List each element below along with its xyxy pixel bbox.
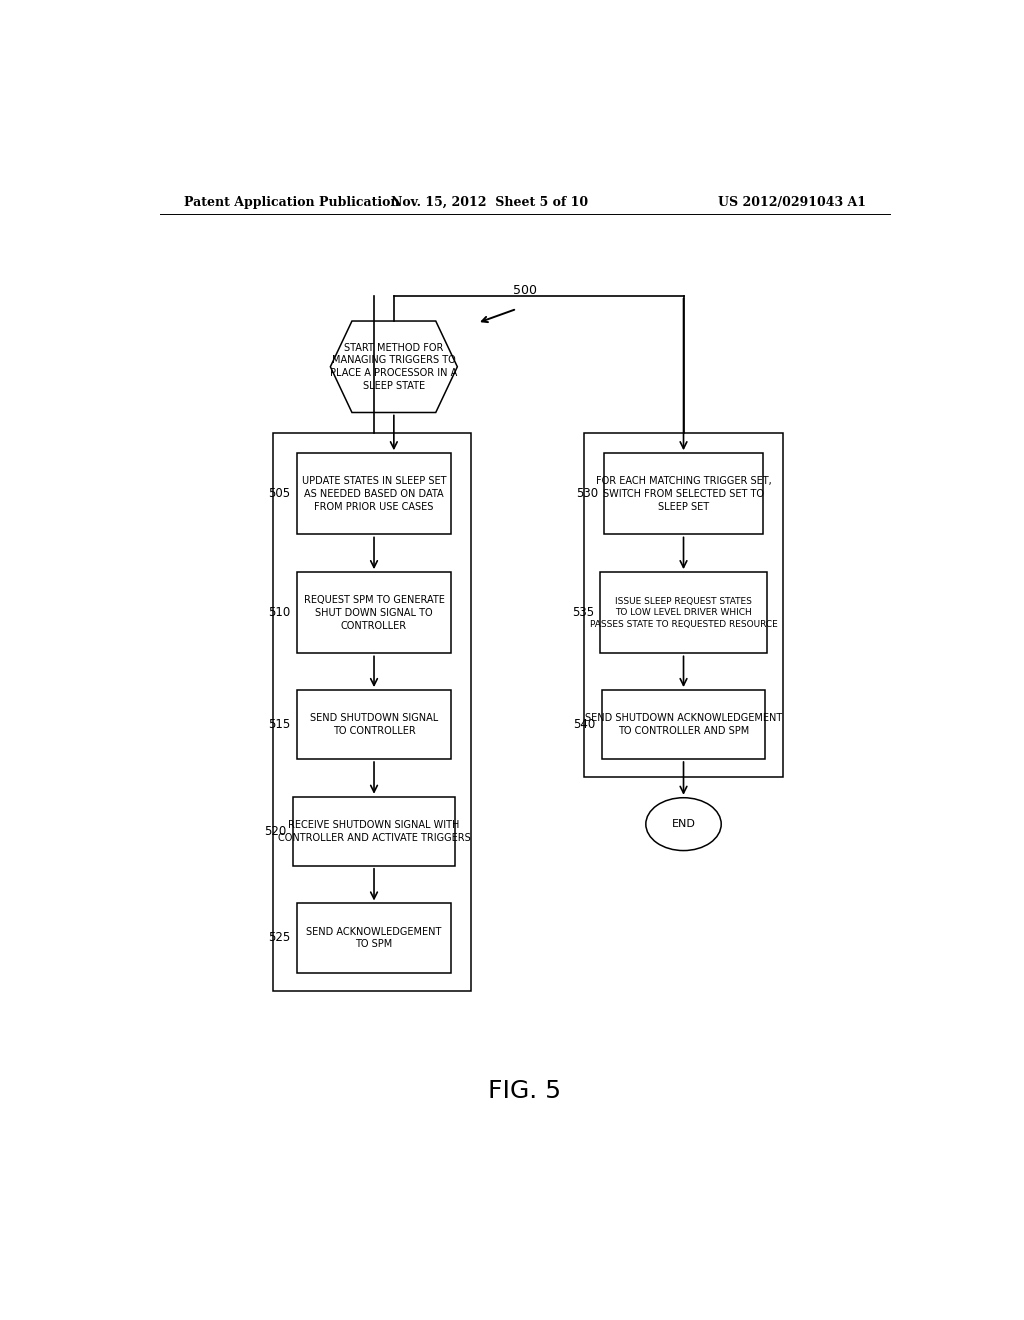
Text: 520: 520 (264, 825, 287, 838)
Text: 500: 500 (513, 284, 537, 297)
Text: SEND SHUTDOWN SIGNAL
TO CONTROLLER: SEND SHUTDOWN SIGNAL TO CONTROLLER (310, 713, 438, 737)
Text: 530: 530 (575, 487, 598, 500)
Text: RECEIVE SHUTDOWN SIGNAL WITH
CONTROLLER AND ACTIVATE TRIGGERS: RECEIVE SHUTDOWN SIGNAL WITH CONTROLLER … (278, 820, 470, 842)
Text: 540: 540 (573, 718, 596, 731)
Text: END: END (672, 820, 695, 829)
Text: FIG. 5: FIG. 5 (488, 1080, 561, 1104)
Text: START METHOD FOR
MANAGING TRIGGERS TO
PLACE A PROCESSOR IN A
SLEEP STATE: START METHOD FOR MANAGING TRIGGERS TO PL… (330, 343, 458, 391)
Text: SEND SHUTDOWN ACKNOWLEDGEMENT
TO CONTROLLER AND SPM: SEND SHUTDOWN ACKNOWLEDGEMENT TO CONTROL… (585, 713, 782, 737)
Text: 515: 515 (268, 718, 290, 731)
Text: 505: 505 (268, 487, 290, 500)
Text: UPDATE STATES IN SLEEP SET
AS NEEDED BASED ON DATA
FROM PRIOR USE CASES: UPDATE STATES IN SLEEP SET AS NEEDED BAS… (302, 477, 446, 512)
Text: FOR EACH MATCHING TRIGGER SET,
SWITCH FROM SELECTED SET TO
SLEEP SET: FOR EACH MATCHING TRIGGER SET, SWITCH FR… (596, 477, 771, 512)
Text: 535: 535 (571, 606, 594, 619)
Text: US 2012/0291043 A1: US 2012/0291043 A1 (718, 195, 866, 209)
Text: Nov. 15, 2012  Sheet 5 of 10: Nov. 15, 2012 Sheet 5 of 10 (390, 195, 588, 209)
Text: Patent Application Publication: Patent Application Publication (183, 195, 399, 209)
Text: SEND ACKNOWLEDGEMENT
TO SPM: SEND ACKNOWLEDGEMENT TO SPM (306, 927, 441, 949)
Text: 525: 525 (268, 932, 290, 945)
Text: 510: 510 (268, 606, 290, 619)
Text: ISSUE SLEEP REQUEST STATES
TO LOW LEVEL DRIVER WHICH
PASSES STATE TO REQUESTED R: ISSUE SLEEP REQUEST STATES TO LOW LEVEL … (590, 597, 777, 628)
Text: REQUEST SPM TO GENERATE
SHUT DOWN SIGNAL TO
CONTROLLER: REQUEST SPM TO GENERATE SHUT DOWN SIGNAL… (303, 595, 444, 631)
